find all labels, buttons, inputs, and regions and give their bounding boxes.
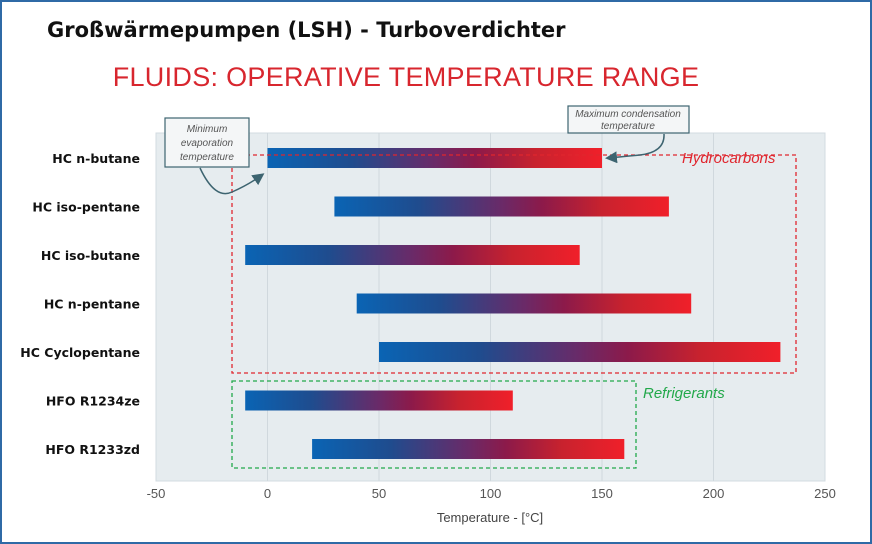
x-tick-label: 50 xyxy=(372,486,386,501)
callout-text: temperature xyxy=(601,121,655,132)
range-bar xyxy=(312,439,625,459)
callout-text: Minimum xyxy=(187,124,228,135)
arrow-icon xyxy=(199,167,265,195)
refrigerants-group-box xyxy=(231,380,637,469)
category-label: HC Cyclopentane xyxy=(20,345,140,360)
category-label: HC n-butane xyxy=(52,151,140,166)
hydrocarbons-label: Hydrocarbons xyxy=(682,150,776,167)
range-bar xyxy=(245,245,580,265)
category-label: HFO R1233zd xyxy=(45,442,140,457)
arrow-icon xyxy=(605,133,665,164)
category-label: HFO R1234ze xyxy=(46,394,140,409)
callout-text: temperature xyxy=(180,152,234,163)
range-bar xyxy=(356,293,692,314)
x-tick-label: 100 xyxy=(480,486,502,501)
range-bar xyxy=(334,196,669,217)
x-tick-label: 0 xyxy=(264,486,271,501)
x-tick-label: -50 xyxy=(147,486,166,501)
range-bar xyxy=(379,342,781,362)
category-label: HC n-pentane xyxy=(44,297,140,312)
page-title: Großwärmepumpen (LSH) - Turboverdichter xyxy=(47,18,566,42)
range-bar xyxy=(267,148,602,168)
chart-title: FLUIDS: OPERATIVE TEMPERATURE RANGE xyxy=(112,62,700,92)
callout-text: evaporation xyxy=(181,138,234,149)
max-condensation-callout: Maximum condensation temperature xyxy=(567,105,690,164)
min-evaporation-callout: Minimum evaporation temperature xyxy=(164,117,265,195)
category-label: HC iso-butane xyxy=(41,248,140,263)
refrigerants-label: Refrigerants xyxy=(643,385,725,402)
range-bar xyxy=(245,390,513,411)
callout-text: Maximum condensation xyxy=(575,109,681,120)
x-tick-label: 200 xyxy=(703,486,725,501)
hydrocarbons-group-box xyxy=(231,154,797,374)
x-tick-label: 250 xyxy=(814,486,836,501)
category-label: HC iso-pentane xyxy=(32,200,140,215)
x-tick-label: 150 xyxy=(591,486,613,501)
x-axis-label: Temperature - [°C] xyxy=(437,510,543,525)
